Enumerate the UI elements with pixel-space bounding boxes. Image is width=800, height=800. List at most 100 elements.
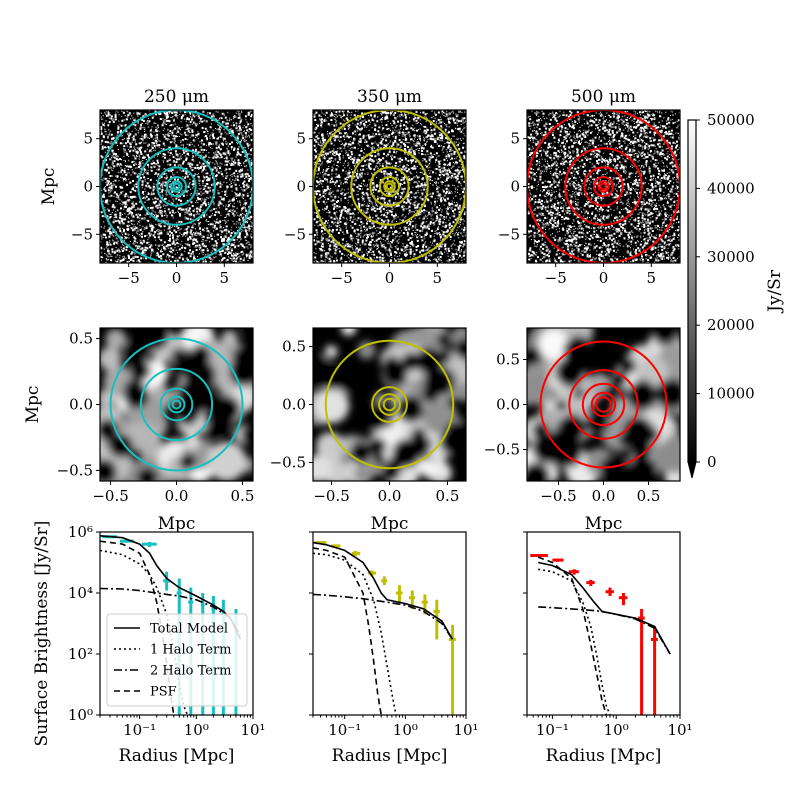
legend-label: 2 Halo Term — [150, 664, 232, 679]
colorbar-tick-label: 50000 — [707, 111, 755, 129]
series-total-model — [100, 535, 242, 640]
aperture-rings — [313, 110, 466, 263]
x-tick-label: 10⁻¹ — [328, 721, 361, 739]
map-noise — [100, 110, 253, 263]
colorbar-tick-label: 10000 — [707, 385, 755, 403]
series-total-model — [313, 541, 454, 640]
data-point — [351, 550, 361, 557]
y-tick-label: −0.5 — [484, 441, 520, 459]
y-tick-label: 0 — [83, 178, 93, 196]
x-tick-label: −5 — [118, 269, 140, 287]
y-tick-label: 0 — [296, 178, 306, 196]
x-tick-label: 10¹ — [667, 721, 692, 739]
aperture-rings — [527, 110, 680, 263]
legend-box — [106, 613, 248, 707]
x-tick-label: 5 — [220, 269, 230, 287]
series-psf — [313, 547, 382, 715]
x-axis-label: Radius [Mpc] — [332, 746, 448, 766]
aperture-ring — [385, 182, 394, 191]
y-tick-label: 0.5 — [282, 338, 306, 356]
aperture-rings — [324, 339, 455, 470]
data-point — [638, 608, 645, 715]
map-panel-map-500-large: −5 0 5 −5 0 5 500 μm — [498, 87, 681, 287]
x-axis-label: Mpc — [371, 514, 409, 534]
y-tick-label: −5 — [498, 225, 520, 243]
aperture-ring — [378, 175, 401, 198]
y-tick-label: −5 — [284, 225, 306, 243]
data-point — [395, 585, 403, 603]
y-tick-label: 5 — [296, 130, 306, 148]
colorbar-gradient — [687, 119, 697, 463]
sky-map-image — [100, 110, 253, 263]
sky-map-image — [527, 328, 680, 481]
map-panel-map-350-large: −5 0 5 −5 0 5 350 μm — [284, 87, 467, 287]
series-psf — [100, 540, 175, 715]
profile-panel-profile-250: 10⁻¹ 10⁰ 10¹ 10⁰ 10² 10⁴ 10⁶ Radius [Mpc] Surfac… — [32, 521, 266, 766]
y-tick-label: −0.5 — [270, 453, 306, 471]
x-axis-label: Mpc — [585, 514, 623, 534]
y-axis-label: Surface Brightness [Jy/Sr] — [32, 521, 52, 747]
x-axis-label: Radius [Mpc] — [546, 746, 662, 766]
map-title: 350 μm — [357, 87, 422, 107]
data-point — [381, 576, 388, 586]
y-tick-label: 0.0 — [496, 396, 520, 414]
x-tick-label: 5 — [647, 269, 657, 287]
aperture-ring — [539, 340, 668, 469]
aperture-ring — [382, 397, 397, 412]
aperture-ring — [171, 399, 182, 410]
series-2-halo-term — [538, 606, 671, 655]
x-tick-label: 10⁻¹ — [123, 721, 156, 739]
aperture-ring — [595, 396, 612, 413]
x-tick-label: 0.0 — [592, 487, 616, 505]
data-point — [421, 594, 428, 615]
y-axis-label: Mpc — [39, 168, 59, 206]
x-tick-label: 10⁰ — [393, 721, 418, 739]
y-tick-label: 0.0 — [69, 396, 93, 414]
aperture-ring — [109, 337, 244, 472]
legend-label: Total Model — [150, 622, 228, 637]
aperture-ring — [590, 391, 617, 418]
aperture-ring — [592, 175, 615, 198]
x-tick-label: 0 — [385, 269, 395, 287]
data-point — [650, 626, 658, 715]
x-tick-label: 0.5 — [231, 487, 255, 505]
sky-map-image — [527, 110, 680, 263]
aperture-ring — [350, 147, 429, 226]
y-tick-label: 10² — [68, 645, 93, 663]
colorbar-tick-label: 20000 — [707, 316, 755, 334]
x-axis-label: Radius [Mpc] — [119, 746, 235, 766]
aperture-ring — [369, 166, 410, 207]
map-panel-map-250-zoom: −0.5 0.0 0.5 −0.5 0.0 0.5 Mpc Mpc — [23, 327, 255, 534]
data-point — [552, 558, 564, 562]
legend-label: 1 Halo Term — [150, 643, 232, 658]
x-tick-label: −0.5 — [92, 487, 128, 505]
aperture-ring — [597, 180, 610, 193]
aperture-rings — [539, 340, 668, 469]
x-tick-label: 10⁻¹ — [536, 721, 569, 739]
y-tick-label: 0.5 — [496, 351, 520, 369]
aperture-ring — [156, 166, 197, 207]
map-title: 500 μm — [571, 87, 636, 107]
aperture-ring — [371, 386, 408, 423]
x-tick-label: 0 — [599, 269, 609, 287]
y-tick-label: −0.5 — [57, 461, 93, 479]
sky-map-image — [313, 328, 466, 481]
aperture-ring — [568, 369, 639, 440]
map-noise-gray — [527, 110, 680, 263]
y-tick-label: 10⁰ — [68, 706, 93, 724]
y-tick-label: −5 — [71, 225, 93, 243]
aperture-rings — [100, 110, 253, 263]
profile-panel-profile-350: 10⁻¹ 10⁰ 10¹ Radius [Mpc] — [309, 531, 479, 766]
axes-frame — [526, 531, 681, 716]
x-tick-label: 10¹ — [240, 721, 265, 739]
x-tick-label: 0.5 — [637, 487, 661, 505]
x-tick-label: 10¹ — [453, 721, 478, 739]
y-axis-label: Mpc — [23, 386, 43, 424]
map-panel-map-500-zoom: −0.5 0.0 0.5 −0.5 0.0 0.5 Mpc — [484, 327, 681, 534]
colorbar-tick-label: 0 — [707, 453, 717, 471]
y-tick-label: 10⁴ — [68, 584, 93, 602]
x-tick-label: 0 — [172, 269, 182, 287]
series-2-halo-term — [313, 593, 454, 640]
data-point — [618, 593, 628, 606]
data-point — [141, 542, 157, 548]
